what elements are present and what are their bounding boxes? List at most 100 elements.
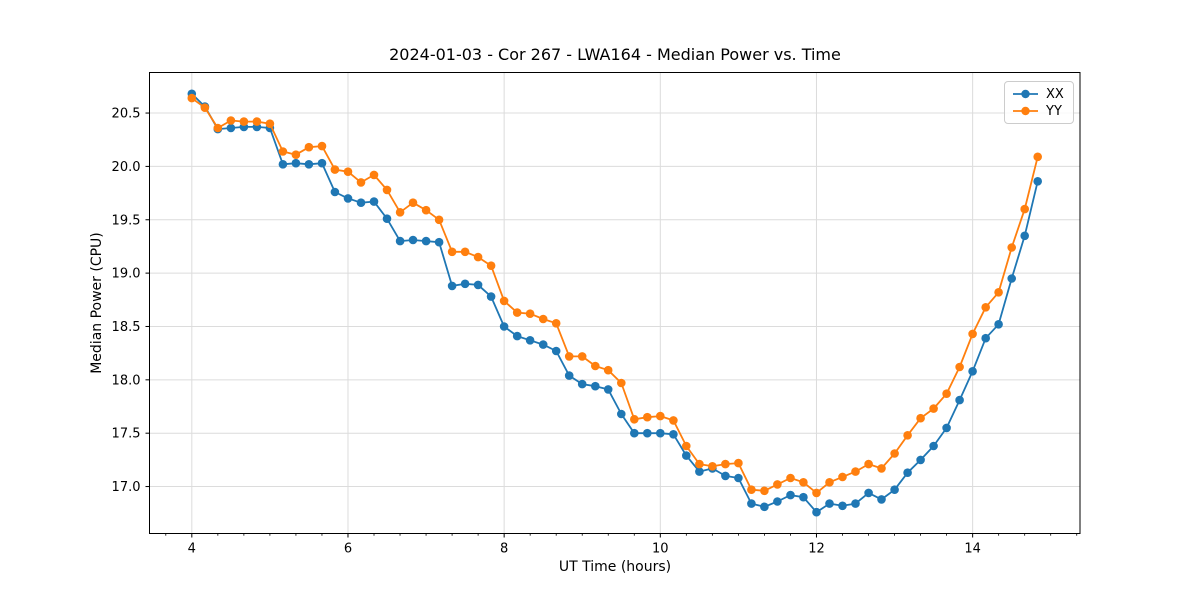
series-yy-point xyxy=(278,147,288,156)
series-yy-point xyxy=(525,309,535,319)
series-yy-point xyxy=(851,467,860,476)
series-yy-point xyxy=(395,208,405,217)
series-yy-point xyxy=(382,185,392,195)
series-yy-point xyxy=(304,142,314,152)
series-yy-point xyxy=(682,441,691,451)
series-yy-point xyxy=(877,464,886,473)
series-yy-point xyxy=(330,165,340,174)
x-tick-label: 10 xyxy=(652,542,669,557)
series-yy-point xyxy=(773,480,782,489)
series-yy-point xyxy=(890,449,899,458)
legend-label-yy: YY xyxy=(1046,103,1062,119)
series-xx-line xyxy=(191,93,1039,514)
series-xx-point xyxy=(343,194,353,203)
series-yy-point xyxy=(538,314,548,324)
series-yy-point xyxy=(473,252,483,262)
series-xx-point xyxy=(721,471,730,481)
series-xx-point xyxy=(682,451,691,460)
plot-border xyxy=(149,72,1081,534)
series-yy-point xyxy=(721,459,730,469)
series-xx-point xyxy=(929,441,938,451)
series-xx-point xyxy=(786,490,795,500)
series-yy-point xyxy=(551,319,561,328)
series-yy-point xyxy=(187,93,197,103)
series-xx-point xyxy=(1007,274,1016,283)
series-xx-point xyxy=(799,492,808,502)
series-yy-point xyxy=(291,150,301,159)
series-xx-point xyxy=(330,187,340,197)
series-yy-point xyxy=(499,296,509,306)
series-xx-point xyxy=(278,160,288,169)
series-yy-point xyxy=(369,170,379,180)
series-yy-point xyxy=(955,362,964,372)
series-yy-point xyxy=(734,458,743,468)
series-yy-point xyxy=(252,117,262,126)
series-xx-point xyxy=(994,320,1003,329)
y-tick-label: 20.0 xyxy=(112,160,141,175)
series-yy-point xyxy=(421,205,431,215)
series-xx-point xyxy=(760,502,769,512)
gridlines xyxy=(149,72,1080,534)
series-xx-point xyxy=(864,488,873,498)
series-yy-point xyxy=(486,261,496,271)
series-xx-point xyxy=(734,473,743,483)
series-yy-point xyxy=(1033,152,1042,162)
series-yy-point xyxy=(343,167,353,176)
x-axis-label: UT Time (hours) xyxy=(558,559,672,575)
x-tick-label: 6 xyxy=(344,542,352,557)
series-xx-point xyxy=(447,281,457,291)
series-yy-point xyxy=(512,308,522,317)
x-tick-label: 12 xyxy=(808,542,825,557)
y-tick-label: 18.0 xyxy=(112,373,141,388)
series-yy-point xyxy=(838,472,847,482)
y-tick-label: 17.0 xyxy=(112,480,141,495)
series-xx-point xyxy=(603,385,613,394)
series-xx-point xyxy=(525,336,535,345)
series-yy-point xyxy=(812,488,821,498)
series-xx-point xyxy=(538,340,548,349)
series-xx-point xyxy=(434,237,444,247)
series-yy-point xyxy=(434,215,444,225)
series-xx-point xyxy=(851,499,860,508)
series-xx-point xyxy=(577,379,587,389)
series-xx-point xyxy=(955,395,964,405)
series-yy-point xyxy=(603,365,613,375)
series-xx-point xyxy=(773,497,782,506)
series-xx-point xyxy=(942,423,951,433)
series-xx-point xyxy=(551,346,561,356)
series-xx-point xyxy=(656,428,665,438)
series-yy-point xyxy=(356,178,366,187)
series-xx-point xyxy=(968,367,977,376)
xx-line-marker-icon xyxy=(1013,89,1038,99)
series-xx-point xyxy=(981,333,990,343)
series-xx-point xyxy=(812,507,821,517)
series-yy-point xyxy=(460,247,470,257)
series-yy-point xyxy=(239,117,249,126)
series-xx-point xyxy=(695,467,704,476)
series-yy-point xyxy=(591,361,600,371)
series-yy-point xyxy=(1020,204,1029,214)
series-xx-point xyxy=(591,381,600,391)
series-xx-point xyxy=(382,214,392,223)
series-yy-point xyxy=(656,411,665,421)
series-yy-point xyxy=(825,478,834,487)
series-xx-point xyxy=(473,280,483,290)
series-xx-point xyxy=(825,499,834,508)
series-xx-point xyxy=(408,235,418,245)
series-yy-point xyxy=(630,415,639,424)
series-yy-point xyxy=(617,378,626,388)
chart-title: 2024-01-03 - Cor 267 - LWA164 - Median P… xyxy=(389,45,841,64)
series-yy-point xyxy=(994,288,1003,297)
y-tick-label: 20.5 xyxy=(112,107,141,122)
series-yy-point xyxy=(929,404,938,413)
series-xx-point xyxy=(356,198,366,207)
series-xx-point xyxy=(643,428,652,438)
series-xx-point xyxy=(460,279,470,289)
series-yy-point xyxy=(447,247,457,257)
series-yy-point xyxy=(669,416,678,425)
series-yy-point xyxy=(695,459,704,469)
series-yy-point xyxy=(1007,243,1016,252)
y-tick-label: 17.5 xyxy=(112,427,141,442)
legend: XX YY xyxy=(1004,81,1074,124)
